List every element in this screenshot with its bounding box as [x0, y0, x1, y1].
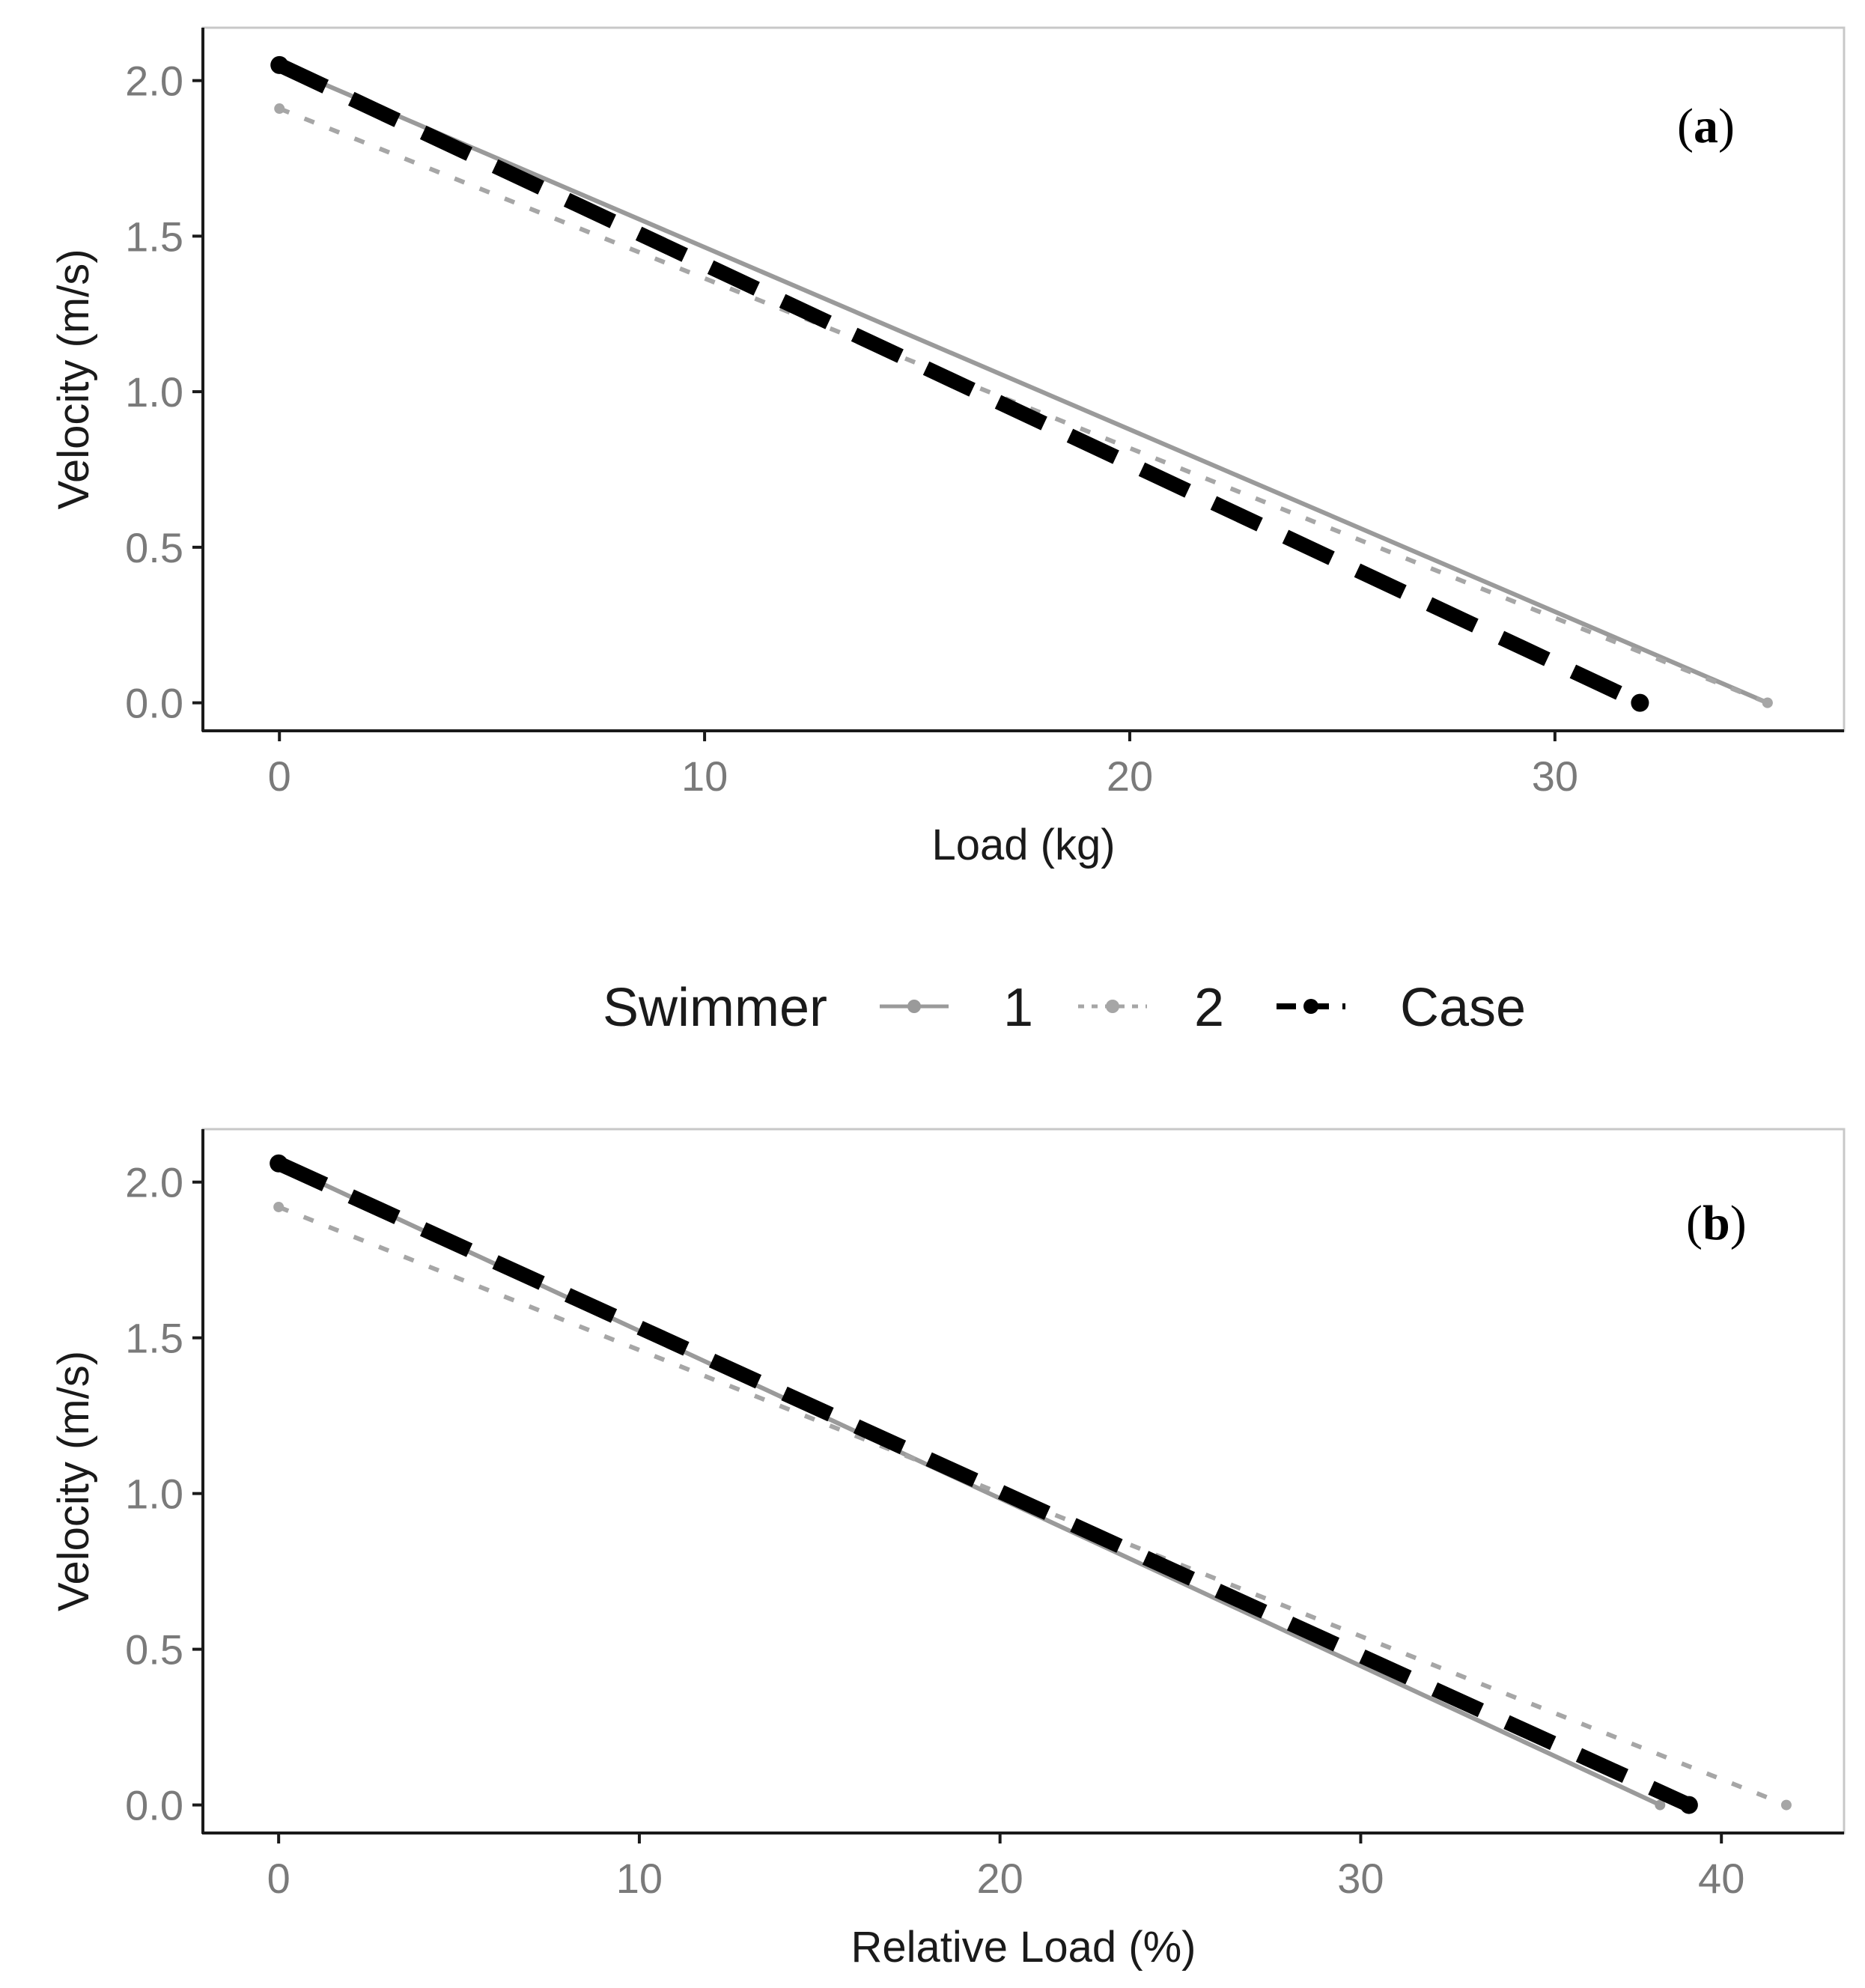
- y-tick-label: 1.0: [125, 368, 183, 416]
- y-axis-title: Velocity (m/s): [49, 249, 98, 509]
- legend-key-point-s1: [907, 1000, 921, 1013]
- data-point-case: [1631, 693, 1649, 712]
- y-tick-label: 2.0: [125, 58, 183, 105]
- panel-label: (b): [1686, 1196, 1747, 1250]
- y-tick-label: 0.5: [125, 1626, 183, 1674]
- legend: Swimmer 1 2 Case: [603, 978, 1526, 1038]
- chart-panel-a: 0.0 0.5 1.0 1.5 2.0 0 10 20 30 Load (kg) Velocity …: [49, 26, 1846, 869]
- x-tick-label: 0: [267, 1855, 290, 1902]
- y-tick-label: 1.0: [125, 1471, 183, 1518]
- x-tick-label: 20: [1107, 753, 1153, 800]
- y-tick-label: 1.5: [125, 213, 183, 260]
- x-axis-title: Relative Load (%): [851, 1923, 1196, 1972]
- y-axis-title: Velocity (m/s): [49, 1351, 98, 1611]
- y-tick-label: 0.5: [125, 524, 183, 571]
- x-tick-label: 10: [681, 753, 728, 800]
- y-tick-label: 0.0: [125, 1782, 183, 1829]
- data-point-s2: [1780, 1799, 1792, 1811]
- y-tick-label: 1.5: [125, 1315, 183, 1362]
- series-line-s1: [279, 63, 1768, 705]
- legend-label-s1: 1: [1003, 978, 1033, 1038]
- x-tick-label: 0: [268, 753, 291, 800]
- data-point-case: [1679, 1796, 1698, 1814]
- legend-label-case: Case: [1400, 978, 1526, 1038]
- legend-key-point-case: [1303, 999, 1318, 1014]
- series-line-case: [276, 1156, 1692, 1812]
- legend-title: Swimmer: [603, 978, 827, 1038]
- x-tick-label: 40: [1698, 1855, 1744, 1902]
- x-tick-label: 10: [616, 1855, 663, 1902]
- x-tick-label: 30: [1532, 753, 1578, 800]
- y-tick-label: 0.0: [125, 680, 183, 727]
- x-tick-label: 20: [977, 1855, 1023, 1902]
- series-line-case: [276, 58, 1643, 710]
- y-tick-label: 2.0: [125, 1159, 183, 1206]
- data-point-s2: [274, 103, 285, 115]
- x-tick-label: 30: [1337, 1855, 1384, 1902]
- data-point-s1: [1655, 1799, 1666, 1811]
- data-point-case: [270, 55, 289, 74]
- data-point-s2: [273, 1201, 285, 1212]
- data-point-case: [270, 1154, 288, 1173]
- panel-label: (a): [1677, 99, 1735, 153]
- chart-panel-b: 0.0 0.5 1.0 1.5 2.0 0 10 20 30 40 Relative Load (%…: [49, 1128, 1846, 1972]
- legend-key-point-s2: [1106, 1000, 1119, 1013]
- legend-label-s2: 2: [1194, 978, 1224, 1038]
- data-point-s2: [1762, 697, 1773, 708]
- x-axis-title: Load (kg): [931, 821, 1115, 869]
